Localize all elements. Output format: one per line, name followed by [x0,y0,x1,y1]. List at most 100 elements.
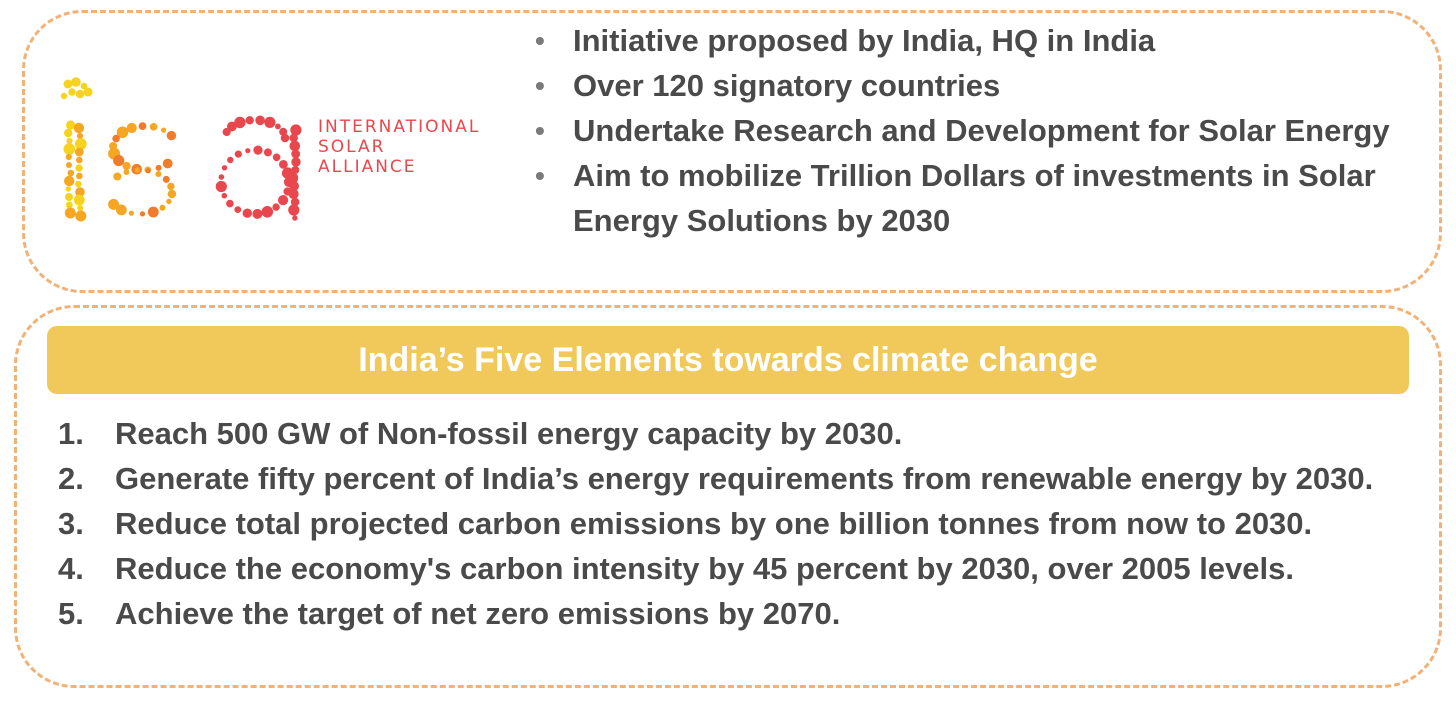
logo-dot [278,195,289,206]
element-number: 5. [58,596,84,631]
logo-dot [252,208,263,219]
logo-dot [66,162,72,168]
logo-dot [139,211,146,217]
five-elements-panel [14,305,1442,688]
logo-dot [215,180,227,193]
element-item: 3. Reduce total projected carbon emission… [58,501,1438,546]
logo-dot [264,116,276,128]
logo-dot [245,148,251,154]
logo-dot [288,188,299,200]
logo-dot [288,204,300,216]
banner-title: India’s Five Elements towards climate ch… [358,340,1098,379]
logo-dot [66,120,76,130]
logo-dot [80,82,88,90]
logo-dot [149,123,158,131]
element-item: 2. Generate fifty percent of India’s ener… [58,456,1438,501]
logo-dot [234,206,242,214]
logo-dot [65,193,73,201]
logo-dot [161,127,167,133]
logo-dot [290,197,300,207]
logo-dot [116,204,127,216]
logo-dot [65,186,71,192]
logo-dot [64,207,76,219]
logo-dot [289,133,298,143]
logo-dot [74,138,87,150]
logo-dot [292,215,298,221]
logo-dot [218,174,225,180]
logo-dot [162,158,173,169]
logo-dot [108,198,120,210]
logo-dot [272,153,281,162]
logo-dot [68,88,76,96]
logo-dot [138,122,147,130]
logo-dot [123,169,130,175]
logo-dot [75,210,87,222]
logo-dot [60,92,68,100]
logo-dot [234,150,242,158]
logo-dot [222,127,231,137]
logo-dot [65,201,73,209]
logo-dot [286,172,299,184]
logo-dot [227,156,234,164]
bullet-item: Aim to mobilize Trillion Dollars of inve… [535,153,1435,243]
logo-dot [73,122,85,134]
bullet-item: Undertake Research and Development for S… [535,108,1435,153]
logo-dot [255,115,265,126]
logo-dot [234,116,246,129]
logo-dot [71,77,81,87]
logo-dot [261,206,274,218]
logo-dot [221,192,228,199]
logo-dot [162,175,170,183]
logo-dot [159,204,166,211]
logo-dot [64,128,73,138]
logo-line-2: SOLAR [318,137,385,157]
logo-line-3: ALLIANCE [318,157,417,177]
logo-dot [122,161,131,171]
logo-dot [113,172,122,181]
logo-dot [75,187,85,197]
logo-dot [75,164,83,172]
logo-dot [167,189,177,199]
element-text: Generate fifty percent of India’s energy… [115,461,1374,496]
logo-dot [253,145,263,155]
element-text: Reduce total projected carbon emissions … [115,506,1313,541]
element-number: 4. [58,551,84,586]
bullet-item: Over 120 signatory countries [535,63,1435,108]
logo-dot [75,89,85,99]
logo-dot [167,182,175,191]
logo-line-1: INTERNATIONAL [318,117,480,137]
logo-dot [290,124,302,136]
logo-dot [112,134,120,143]
logo-dot [116,126,129,139]
bullet-item: Initiative proposed by India, HQ in Indi… [535,18,1435,63]
isa-logo: INTERNATIONAL SOLAR ALLIANCE [60,77,480,222]
element-number: 3. [58,506,84,541]
logo-dot [134,167,140,173]
logo-dot [63,79,73,89]
logo-dot [76,132,84,140]
logo-dot [65,153,72,161]
logo-dot [66,137,73,145]
element-text: Achieve the target of net zero emissions… [115,596,841,631]
element-number: 2. [58,461,84,496]
logo-dot [83,87,93,97]
element-item: 4. Reduce the economy's carbon intensity … [58,546,1438,591]
logo-dot [166,130,177,141]
five-elements-list: 1. Reach 500 GW of Non-fossil energy capa… [58,411,1438,636]
logo-dot [291,166,300,174]
logo-dot [166,198,172,205]
logo-dot [279,160,288,169]
logo-dot [291,149,301,159]
section-banner: India’s Five Elements towards climate ch… [47,326,1409,394]
logo-dot [280,133,290,143]
logo-dot [155,171,162,177]
logo-dot [291,157,301,167]
element-number: 1. [58,416,84,451]
logo-dot [77,205,84,211]
logo-dot [64,175,75,187]
logo-dot [279,127,288,136]
logo-dot [67,169,75,177]
logo-dot [76,156,83,164]
logo-dot [128,210,134,216]
isa-dot-mark [60,77,302,222]
